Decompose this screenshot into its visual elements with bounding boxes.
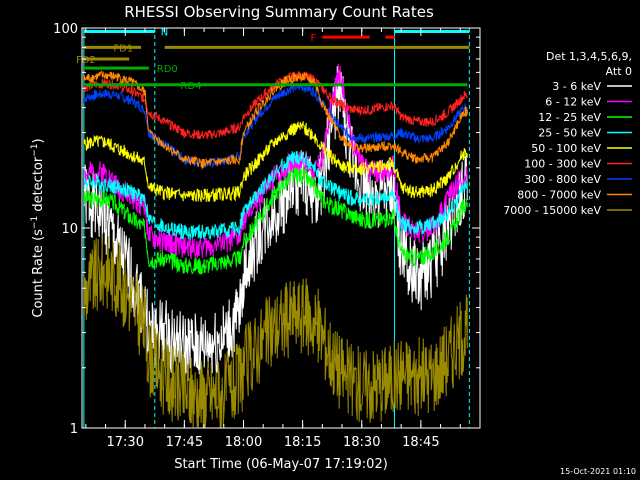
legend-label-8: 800 - 7000 keV [517, 189, 601, 202]
x-axis: 17:30 17:45 18:00 18:15 18:30 18:45 [85, 28, 461, 450]
series-line-1 [83, 66, 468, 381]
legend-label-1: 3 - 6 keV [552, 80, 601, 93]
legend-label-9: 7000 - 15000 keV [503, 204, 601, 217]
series-line-5 [83, 121, 468, 203]
flag-label-f: F [311, 33, 317, 44]
x-tick-label: 18:45 [402, 435, 439, 450]
flag-label-n: N [161, 28, 168, 39]
timestamp: 15-Oct-2021 01:10 [560, 467, 636, 476]
x-tick-label: 18:30 [343, 435, 380, 450]
legend-label-2: 6 - 12 keV [545, 96, 601, 109]
x-tick-label: 17:30 [107, 435, 144, 450]
x-axis-label: Start Time (06-May-07 17:19:02) [174, 457, 388, 472]
legend-label-7: 300 - 800 keV [524, 173, 601, 186]
legend: Det 1,3,4,5,6,9, Att 0 3 - 6 keV 6 - 12 k… [503, 50, 632, 217]
legend-label-4: 25 - 50 keV [538, 127, 601, 140]
flag-label-fd1: FD1 [113, 43, 133, 54]
x-tick-label: 17:45 [166, 435, 203, 450]
y-tick-label: 10 [61, 222, 78, 237]
chart-title: RHESSI Observing Summary Count Rates [124, 3, 434, 21]
y-axis: 1 10 100 [53, 22, 480, 437]
legend-header-line1: Det 1,3,4,5,6,9, [546, 50, 632, 63]
flag-label-rd0: RD0 [157, 64, 178, 75]
legend-label-3: 12 - 25 keV [538, 111, 601, 124]
flag-label-rd4: RD4 [180, 81, 201, 92]
x-tick-label: 18:00 [225, 435, 262, 450]
series-line-6 [83, 71, 468, 140]
series-line-3 [83, 167, 468, 275]
y-axis-label: Count Rate (s−1 detector−1) [30, 138, 46, 317]
legend-label-6: 100 - 300 keV [524, 158, 601, 171]
flag-label-fd2: FD2 [76, 55, 96, 66]
x-tick-label: 18:15 [284, 435, 321, 450]
legend-label-5: 50 - 100 keV [531, 142, 601, 155]
series-line-9 [83, 233, 468, 429]
y-tick-label: 100 [53, 22, 78, 37]
legend-header-line2: Att 0 [606, 65, 632, 78]
series-line-4 [83, 150, 468, 240]
y-tick-label: 1 [70, 422, 78, 437]
